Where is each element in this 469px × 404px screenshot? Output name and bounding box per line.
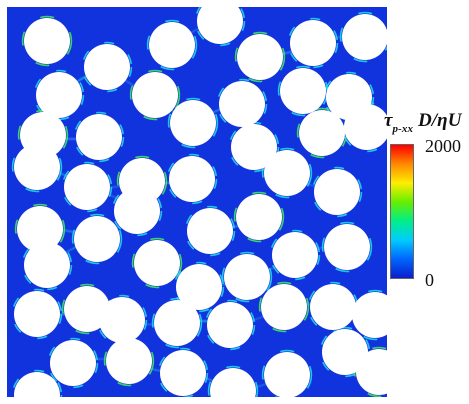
particle (14, 291, 60, 337)
particle-rim (21, 15, 73, 67)
particle (352, 292, 387, 338)
particle-rim (151, 297, 203, 349)
particle-rim (339, 11, 387, 63)
particle-rim (269, 229, 321, 281)
particle-rim (216, 78, 268, 130)
particle-rim (157, 347, 209, 397)
colorbar-title: τp-xx D/ηU (384, 110, 462, 135)
particle (134, 240, 180, 286)
particle (280, 68, 326, 114)
particle (197, 7, 243, 44)
particle (64, 286, 110, 332)
particle-rim (47, 337, 99, 389)
particle-rim (33, 69, 85, 121)
particle-rim (167, 97, 219, 149)
particle (231, 124, 277, 170)
particle (106, 338, 152, 384)
particle-rim (96, 294, 148, 346)
particle-rim (323, 71, 375, 123)
particle (264, 352, 310, 397)
particle (261, 284, 307, 330)
colorbar-min-label: 0 (425, 270, 434, 290)
particle (14, 372, 60, 397)
particle-rim (204, 299, 256, 351)
particle (99, 297, 145, 343)
particle (224, 254, 270, 300)
particle-rim (221, 251, 273, 303)
particle (24, 242, 70, 288)
particle (324, 224, 370, 270)
particle-rim (233, 191, 285, 243)
particles (14, 7, 387, 397)
particle (290, 20, 336, 66)
particle (176, 264, 222, 310)
particle (160, 350, 206, 396)
particle (36, 72, 82, 118)
particle (76, 114, 122, 160)
particle (17, 206, 63, 252)
particle (264, 150, 310, 196)
particle (210, 368, 256, 397)
particle (74, 216, 120, 262)
particle-rim (287, 17, 339, 69)
particle-rim (173, 261, 225, 313)
particle (84, 44, 130, 90)
particle (310, 284, 356, 330)
particle (154, 300, 200, 346)
particle (170, 100, 216, 146)
particle-rim (81, 41, 133, 93)
particle (207, 302, 253, 348)
particle (219, 81, 265, 127)
particle (14, 144, 60, 190)
particle-rim (321, 221, 373, 273)
particle-rim (73, 111, 125, 163)
colorbar (390, 144, 414, 279)
particle-rim (11, 288, 63, 340)
particle (356, 349, 387, 395)
particle-rim (71, 213, 123, 265)
particle-rim (131, 237, 183, 289)
particle (132, 72, 178, 118)
particle (314, 169, 360, 215)
particle-rim (184, 205, 236, 257)
particle (237, 34, 283, 80)
particle-rim (146, 19, 198, 71)
particle (169, 156, 215, 202)
particle (50, 340, 96, 386)
particle-rim (311, 166, 363, 218)
particle-rim (261, 349, 313, 397)
particle (24, 18, 70, 64)
colorbar-max-label: 2000 (425, 136, 461, 156)
particle-rim (234, 31, 286, 83)
particle (114, 188, 160, 234)
particle-rim (61, 161, 113, 213)
particle-rim (11, 369, 63, 397)
particle (187, 208, 233, 254)
particle-rim (207, 365, 259, 397)
particle (149, 22, 195, 68)
particle (344, 104, 387, 150)
particle (64, 164, 110, 210)
particle-rim (261, 147, 313, 199)
particle-rim (166, 153, 218, 205)
particle (272, 232, 318, 278)
particle-rim (258, 281, 310, 333)
particle (299, 110, 345, 156)
particle (236, 194, 282, 240)
polymer-stress-field (7, 7, 387, 397)
particle (342, 14, 387, 60)
particle (322, 329, 368, 375)
particle-rim (129, 69, 181, 121)
